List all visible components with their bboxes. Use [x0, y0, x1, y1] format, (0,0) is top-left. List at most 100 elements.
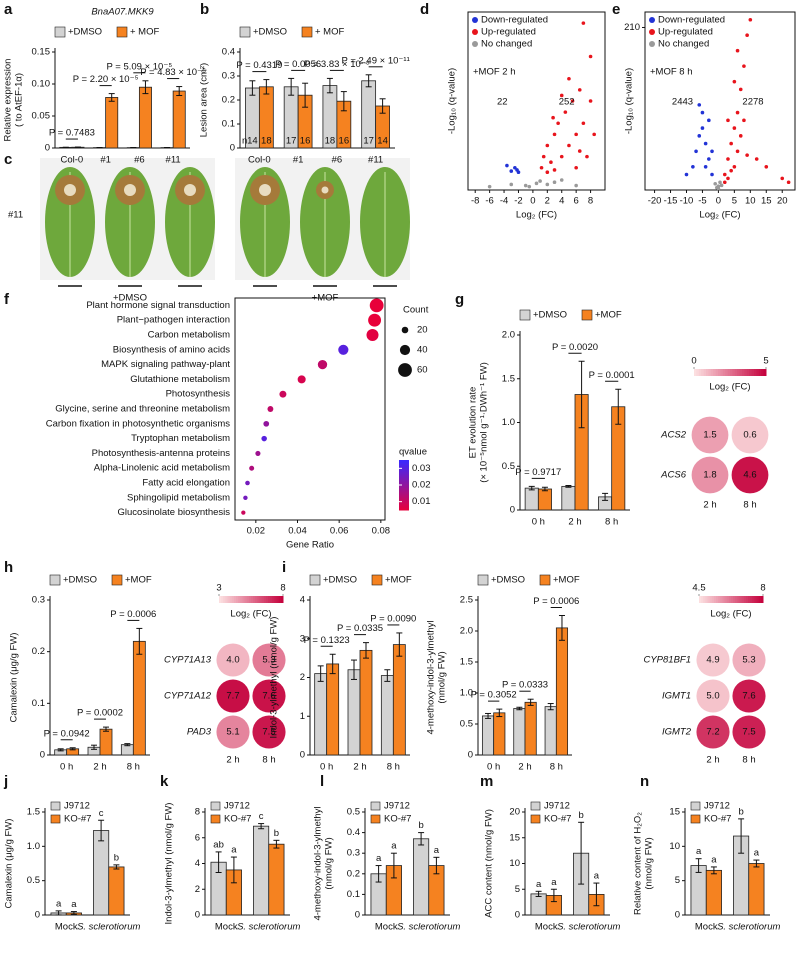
- dot: [261, 435, 267, 442]
- n-label: 14: [247, 136, 258, 147]
- colorbar-title: Log₂ (FC): [230, 609, 271, 620]
- legend-label: +DMSO: [323, 575, 357, 586]
- colorbar-cell: [745, 596, 749, 603]
- x-tick-label: 0.08: [372, 526, 391, 537]
- legend-label: KO-#7: [544, 814, 571, 825]
- point: [509, 182, 514, 187]
- y-tick-label: 1.5: [502, 373, 515, 384]
- point: [545, 143, 550, 148]
- y-tick-label: 0.1: [32, 698, 45, 709]
- point: [700, 110, 705, 115]
- x-tick-label: 2 h: [518, 762, 531, 773]
- panel-label: l: [320, 773, 324, 790]
- n-label: 14: [377, 136, 388, 147]
- legend-marker: [472, 29, 478, 35]
- point: [719, 183, 724, 188]
- colorbar-cell: [270, 596, 273, 603]
- x-tick-label: -5: [698, 196, 706, 207]
- colorbar-cell: [706, 369, 709, 376]
- point: [732, 126, 737, 130]
- p-value: P = 0.0002: [77, 708, 123, 719]
- size-legend-label: 20: [417, 325, 428, 336]
- legend-swatch: [539, 574, 551, 586]
- dot: [245, 480, 250, 486]
- p-value: P = 0.0056: [275, 59, 321, 70]
- y-tick-label: 0.5: [27, 875, 40, 886]
- x-tick-label: #1: [293, 155, 304, 166]
- y-tick-label: 4: [300, 595, 305, 606]
- colorbar-cell: [253, 596, 256, 603]
- cell-label: 4.0: [226, 655, 239, 666]
- p-value: P = 5.09 × 10⁻⁵: [106, 61, 172, 72]
- colorbar-cell: [399, 508, 409, 511]
- y-tick-label: 20: [509, 807, 520, 818]
- colorbar-cell: [699, 596, 702, 603]
- bar: [561, 485, 576, 511]
- y-tick-label: 1.0: [460, 688, 473, 699]
- point: [559, 154, 564, 159]
- p-value: P = 0.0333: [502, 680, 548, 691]
- significance-letter: ab: [213, 839, 224, 850]
- colorbar-cell: [257, 596, 261, 603]
- legend-swatch: [239, 26, 251, 38]
- colorbar-cell: [399, 484, 409, 487]
- colorbar-cell: [399, 500, 409, 503]
- colorbar-cell: [265, 596, 269, 603]
- legend-swatch: [530, 814, 541, 824]
- point: [559, 178, 564, 182]
- colorbar-cell: [225, 596, 229, 603]
- p-value: P = 0.0006: [533, 596, 579, 607]
- colorbar-cell: [749, 369, 753, 376]
- colorbar-cell: [399, 506, 409, 509]
- colorbar-cell: [707, 596, 711, 603]
- y-tick-label: 1.0: [502, 417, 515, 428]
- category-label: Plant−pathogen interaction: [117, 315, 230, 326]
- colorbar-cell: [280, 596, 284, 603]
- x-tick-label: 4: [559, 196, 564, 207]
- colorbar-cell: [399, 496, 409, 499]
- colorbar-cell: [399, 488, 409, 491]
- y-axis-label: (nmol/g FW): [644, 837, 655, 889]
- legend-label: J9712: [384, 801, 410, 812]
- x-tick-label: 0 h: [320, 762, 333, 773]
- y-tick-label: 0.4: [222, 47, 235, 58]
- row-label: PAD3: [187, 727, 212, 738]
- legend-label: Up-regulated: [481, 27, 536, 38]
- y-tick-label: 0: [45, 143, 50, 154]
- x-tick-label: 0 h: [487, 762, 500, 773]
- colorbar-cell: [231, 596, 235, 603]
- x-tick-label: S. sclerotiorum: [397, 922, 460, 933]
- x-axis-label: Log₂ (FC): [699, 210, 740, 221]
- colorbar-cell: [240, 596, 243, 603]
- dot: [249, 465, 255, 471]
- point: [538, 179, 542, 183]
- y-axis-label: ( to AtEF-1α): [14, 73, 25, 127]
- colorbar-cell: [731, 596, 734, 603]
- panel-label: c: [4, 151, 12, 168]
- colorbar-cell: [399, 472, 409, 475]
- row-label: CYP71A12: [164, 691, 212, 702]
- y-axis-label: (nmol/g FW): [324, 837, 335, 889]
- heat-cell: [216, 643, 250, 677]
- photo-panel: c #11 +DMSO +MOF: [4, 151, 410, 304]
- y-tick-label: 5: [675, 875, 680, 886]
- row-label: ACS2: [660, 430, 687, 441]
- y-tick-label: 0: [40, 750, 45, 761]
- y-tick-label: 1.5: [460, 657, 473, 668]
- point: [527, 184, 532, 189]
- point: [722, 172, 727, 177]
- legend-swatch: [210, 801, 221, 811]
- up-count: 2278: [742, 97, 763, 108]
- group-label: +DMSO: [113, 293, 147, 304]
- bar: [392, 644, 406, 756]
- point: [570, 99, 575, 103]
- size-legend-label: 60: [417, 365, 428, 376]
- x-tick-label: 8: [588, 196, 593, 207]
- colorbar-cell: [696, 369, 700, 376]
- dot: [279, 390, 287, 398]
- legend-swatch: [50, 814, 61, 824]
- y-tick-label: 210: [624, 22, 640, 33]
- panel-label: f: [4, 291, 10, 308]
- colorbar-cell: [251, 596, 254, 603]
- legend-label: +DMSO: [533, 310, 567, 321]
